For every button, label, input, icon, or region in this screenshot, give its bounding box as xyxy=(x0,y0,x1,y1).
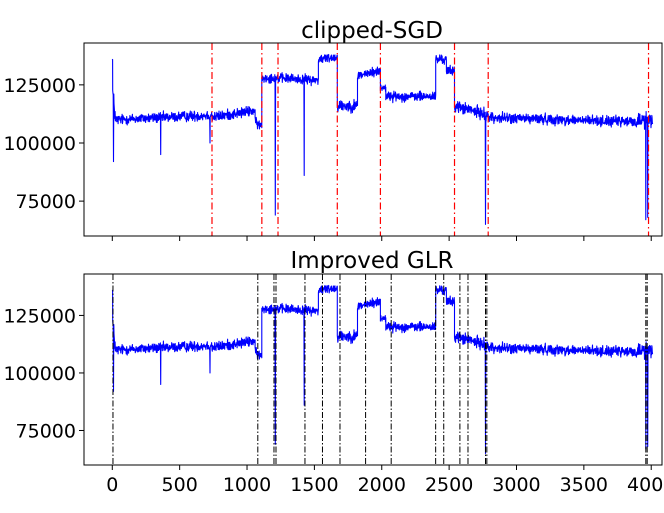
y-tick-label: 125000 xyxy=(3,75,76,97)
panel-improved-glr: Improved GLR 75000 100000 125000 0 500 1000 15… xyxy=(3,248,664,496)
x-tick-label: 2000 xyxy=(358,474,406,496)
y-tick-label: 125000 xyxy=(3,305,76,327)
x-tick-label: 500 xyxy=(162,474,198,496)
y-tick-label: 75000 xyxy=(16,191,76,213)
series-line xyxy=(111,284,654,455)
x-tick-label: 4000 xyxy=(627,474,664,496)
x-tick-label: 0 xyxy=(106,474,118,496)
x-tick-label: 1000 xyxy=(223,474,271,496)
chart-title: clipped-SGD xyxy=(301,18,443,44)
x-tick-label: 3000 xyxy=(492,474,540,496)
panel-clipped-sgd: clipped-SGD 75000 100000 125000 xyxy=(3,18,663,241)
y-tick-label: 75000 xyxy=(16,420,76,442)
x-tick-label: 3500 xyxy=(560,474,608,496)
plot-frame xyxy=(83,273,663,466)
y-tick-label: 100000 xyxy=(3,133,76,155)
y-tick-label: 100000 xyxy=(3,363,76,385)
x-tick-label: 2500 xyxy=(425,474,473,496)
chart-title: Improved GLR xyxy=(290,248,453,274)
plot-frame xyxy=(83,42,663,237)
x-tick-label: 1500 xyxy=(290,474,338,496)
series-line xyxy=(111,53,654,225)
